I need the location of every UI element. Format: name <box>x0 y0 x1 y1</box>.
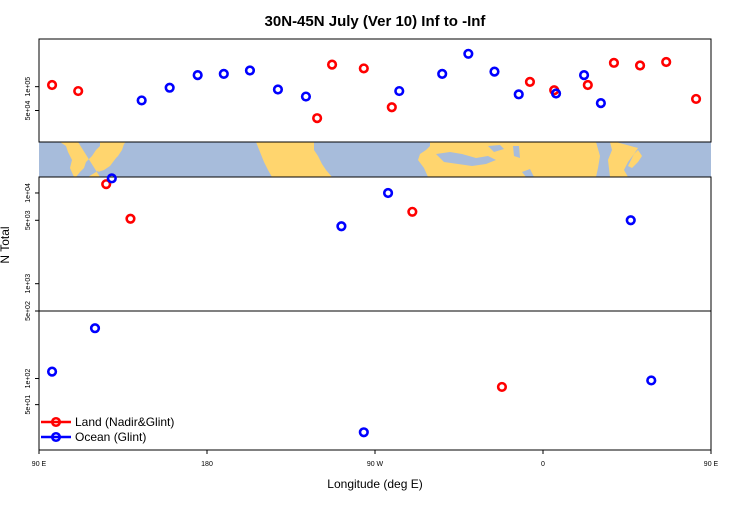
plot-frames <box>38 38 712 451</box>
legend-ocean-label: Ocean (Glint) <box>75 430 146 444</box>
ocean-point-11 <box>358 427 369 438</box>
ocean-point-1 <box>89 323 101 334</box>
ocean-point-22 <box>646 375 657 386</box>
legend-land-marker <box>50 416 62 428</box>
ocean-point-18 <box>550 88 562 99</box>
y-tick-label-lower-1: 1e+02 <box>25 369 32 389</box>
y-tick-label-upper-0: 5e+04 <box>25 101 32 121</box>
y-tick-label-middle-1: 1e+03 <box>25 274 32 294</box>
ocean-point-2 <box>106 173 117 184</box>
x-tick-label-2: 90 W <box>367 461 384 468</box>
y-axis-label: N Total <box>0 226 12 263</box>
ocean-point-20 <box>595 97 606 109</box>
x-tick-label-3: 0 <box>541 461 545 468</box>
land-point-15 <box>661 56 672 68</box>
ocean-point-6 <box>218 68 229 79</box>
land-point-1 <box>73 85 84 97</box>
land-point-16 <box>690 93 702 105</box>
ocean-point-10 <box>336 221 347 232</box>
ocean-point-5 <box>192 69 203 81</box>
y-axis-ticks: 5e+04 1e+05 5e+02 1e+03 5e+03 1e+04 5e+01 1e+02 <box>25 77 39 415</box>
upper-panel-frame <box>38 38 712 143</box>
legend-ocean-marker <box>50 431 62 443</box>
ocean-point-21 <box>625 215 636 226</box>
world-map-strip <box>39 142 711 177</box>
land-point-14 <box>634 60 646 71</box>
land-point-10 <box>524 76 536 87</box>
ocean-point-19 <box>578 69 590 81</box>
ocean-point-15 <box>463 48 474 59</box>
ocean-point-13 <box>394 85 405 97</box>
land-point-2 <box>101 179 112 190</box>
land-point-3 <box>125 213 136 224</box>
y-tick-label-middle-3: 1e+04 <box>25 183 32 203</box>
land-point-6 <box>358 63 369 74</box>
y-tick-label-upper-1: 1e+05 <box>25 77 32 97</box>
data-points <box>46 48 702 438</box>
middle-panel-frame <box>38 176 712 312</box>
land-point-12 <box>582 79 593 91</box>
land-point-8 <box>407 206 418 217</box>
land-point-13 <box>608 57 620 68</box>
ocean-point-7 <box>244 65 256 76</box>
land-point-7 <box>386 102 397 113</box>
ocean-point-14 <box>437 68 448 79</box>
y-tick-label-middle-0: 5e+02 <box>25 301 32 321</box>
chart-title: 30N-45N July (Ver 10) Inf to -Inf <box>265 13 487 30</box>
x-axis-label: Longitude (deg E) <box>327 477 422 491</box>
map-ocean-areas <box>39 142 711 177</box>
y-tick-label-middle-2: 5e+03 <box>25 210 32 230</box>
land-point-0 <box>46 79 58 91</box>
ocean-point-4 <box>164 82 175 93</box>
legend: Land (Nadir&Glint) Ocean (Glint) <box>41 415 174 444</box>
land-point-5 <box>326 59 338 70</box>
y-tick-label-lower-0: 5e+01 <box>25 395 32 415</box>
map-island-shapes <box>98 148 642 172</box>
ocean-point-17 <box>513 89 524 100</box>
ocean-point-0 <box>46 366 58 377</box>
ocean-point-12 <box>382 187 394 199</box>
x-axis-ticks: 90 E 180 90 W 0 90 E <box>32 450 719 468</box>
legend-land-label: Land (Nadir&Glint) <box>75 415 174 429</box>
land-point-4 <box>312 113 323 124</box>
ocean-point-8 <box>272 84 284 95</box>
land-point-9 <box>496 381 508 393</box>
ocean-point-16 <box>489 66 500 77</box>
x-tick-label-1: 180 <box>201 461 213 468</box>
x-tick-label-0: 90 E <box>32 461 47 468</box>
ocean-point-9 <box>300 91 312 102</box>
ocean-point-3 <box>136 95 147 106</box>
x-tick-label-4: 90 E <box>704 461 719 468</box>
